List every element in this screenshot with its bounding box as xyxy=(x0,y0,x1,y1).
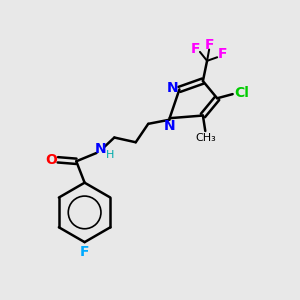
Text: O: O xyxy=(45,153,57,167)
Text: F: F xyxy=(218,47,227,61)
Text: N: N xyxy=(164,119,176,133)
Text: F: F xyxy=(205,38,214,52)
Text: F: F xyxy=(191,42,200,56)
Text: H: H xyxy=(106,150,114,160)
Text: N: N xyxy=(95,142,106,156)
Text: CH₃: CH₃ xyxy=(195,133,216,142)
Text: F: F xyxy=(80,245,89,259)
Text: N: N xyxy=(167,81,179,94)
Text: Cl: Cl xyxy=(234,85,249,100)
